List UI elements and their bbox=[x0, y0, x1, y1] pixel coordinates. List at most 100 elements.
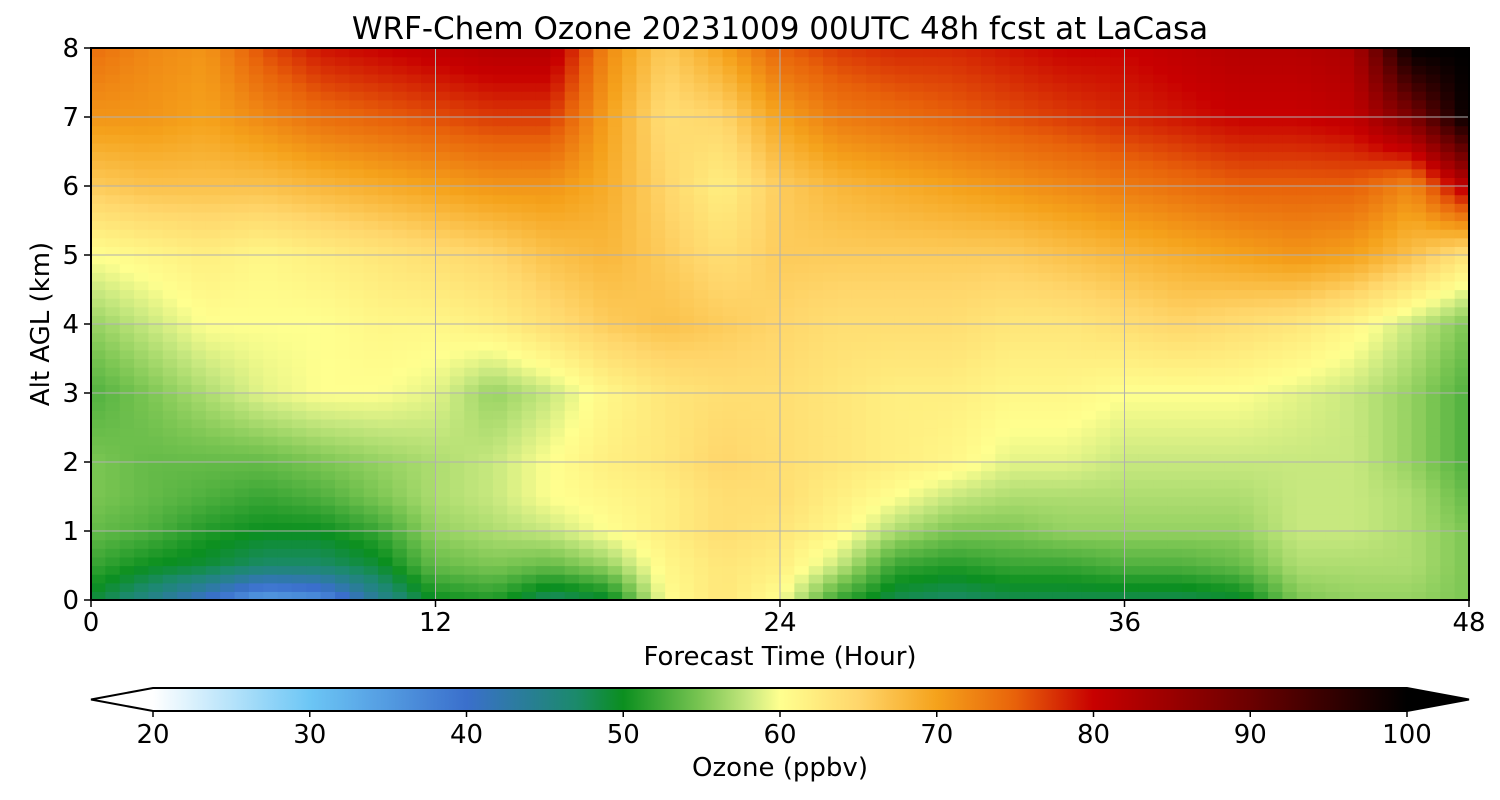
heatmap-cell bbox=[177, 263, 193, 273]
heatmap-cell bbox=[1052, 289, 1068, 299]
heatmap-cell bbox=[765, 470, 781, 480]
heatmap-cell bbox=[378, 246, 394, 256]
heatmap-cell bbox=[722, 229, 738, 239]
heatmap-cell bbox=[679, 272, 695, 282]
heatmap-cell bbox=[636, 487, 652, 498]
heatmap-cell bbox=[363, 470, 379, 480]
heatmap-cell bbox=[1181, 246, 1197, 256]
heatmap-cell bbox=[1311, 462, 1327, 472]
heatmap-cell bbox=[1095, 315, 1111, 325]
heatmap-cell bbox=[837, 367, 853, 377]
heatmap-cell bbox=[736, 375, 752, 385]
heatmap-cell bbox=[1067, 444, 1083, 454]
heatmap-cell bbox=[406, 436, 422, 446]
heatmap-cell bbox=[1354, 522, 1370, 532]
heatmap-cell bbox=[1397, 479, 1413, 489]
heatmap-cell bbox=[363, 401, 379, 411]
heatmap-cell bbox=[1311, 255, 1327, 265]
heatmap-cell bbox=[1110, 591, 1126, 600]
heatmap-cell bbox=[1253, 194, 1269, 204]
heatmap-cell bbox=[966, 479, 982, 489]
heatmap-cell bbox=[421, 410, 437, 420]
heatmap-cell bbox=[1138, 565, 1154, 575]
heatmap-cell bbox=[751, 246, 767, 256]
heatmap-cell bbox=[636, 436, 652, 446]
heatmap-cell bbox=[607, 349, 623, 360]
heatmap-cell bbox=[650, 401, 666, 411]
heatmap-cell bbox=[119, 229, 135, 239]
heatmap-cell bbox=[693, 565, 709, 575]
heatmap-cell bbox=[1167, 505, 1183, 515]
heatmap-cell bbox=[1196, 324, 1212, 334]
heatmap-cell bbox=[1095, 160, 1111, 170]
heatmap-cell bbox=[952, 306, 968, 316]
heatmap-cell bbox=[1425, 341, 1441, 351]
heatmap-cell bbox=[1138, 453, 1154, 463]
heatmap-cell bbox=[378, 194, 394, 204]
heatmap-cell bbox=[177, 280, 193, 291]
heatmap-cell bbox=[622, 203, 638, 213]
heatmap-cell bbox=[679, 358, 695, 368]
heatmap-cell bbox=[1196, 410, 1212, 420]
heatmap-cell bbox=[134, 203, 150, 213]
heatmap-cell bbox=[679, 393, 695, 403]
heatmap-cell bbox=[191, 151, 207, 161]
heatmap-cell bbox=[1181, 306, 1197, 316]
heatmap-cell bbox=[1311, 393, 1327, 403]
heatmap-cell bbox=[1052, 548, 1068, 558]
heatmap-cell bbox=[937, 358, 953, 368]
heatmap-cell bbox=[1382, 168, 1398, 178]
heatmap-cell bbox=[421, 315, 437, 325]
heatmap-cell bbox=[708, 151, 724, 161]
heatmap-cell bbox=[205, 496, 221, 506]
heatmap-cell bbox=[220, 513, 236, 523]
heatmap-cell bbox=[1081, 332, 1097, 342]
heatmap-cell bbox=[1067, 298, 1083, 308]
heatmap-cell bbox=[622, 436, 638, 446]
heatmap-cell bbox=[1110, 393, 1126, 403]
heatmap-cell bbox=[693, 522, 709, 532]
heatmap-cell bbox=[780, 548, 795, 558]
heatmap-cell bbox=[119, 479, 135, 489]
heatmap-cell bbox=[105, 194, 121, 204]
heatmap-cell bbox=[722, 194, 738, 204]
heatmap-cell bbox=[521, 177, 537, 187]
heatmap-cell bbox=[177, 194, 193, 204]
heatmap-cell bbox=[162, 367, 178, 377]
heatmap-cell bbox=[622, 168, 638, 178]
heatmap-cell bbox=[1382, 548, 1398, 558]
heatmap-cell bbox=[148, 531, 164, 541]
heatmap-cell bbox=[1253, 203, 1269, 213]
heatmap-cell bbox=[1052, 211, 1068, 222]
heatmap-cell bbox=[1124, 255, 1140, 265]
heatmap-cell bbox=[1239, 487, 1255, 498]
heatmap-cell bbox=[1397, 436, 1413, 446]
heatmap-cell bbox=[1425, 591, 1441, 600]
heatmap-cell bbox=[751, 444, 767, 454]
heatmap-cell bbox=[263, 168, 279, 178]
heatmap-cell bbox=[320, 462, 336, 472]
heatmap-cell bbox=[837, 237, 853, 247]
heatmap-cell bbox=[1181, 487, 1197, 498]
heatmap-cell bbox=[722, 513, 738, 523]
heatmap-cell bbox=[837, 203, 853, 213]
heatmap-cell bbox=[535, 462, 551, 472]
heatmap-cell bbox=[622, 427, 638, 437]
heatmap-cell bbox=[607, 298, 623, 308]
heatmap-cell bbox=[693, 496, 709, 506]
heatmap-cell bbox=[535, 151, 551, 161]
heatmap-cell bbox=[1038, 246, 1054, 256]
heatmap-cell bbox=[1052, 470, 1068, 480]
heatmap-cell bbox=[894, 237, 910, 247]
heatmap-cell bbox=[1311, 220, 1327, 230]
heatmap-cell bbox=[909, 237, 925, 247]
heatmap-cell bbox=[1081, 384, 1097, 394]
heatmap-cell bbox=[464, 436, 480, 446]
heatmap-cell bbox=[894, 418, 910, 429]
heatmap-cell bbox=[306, 531, 322, 541]
heatmap-cell bbox=[291, 384, 307, 394]
heatmap-cell bbox=[134, 556, 150, 567]
heatmap-cell bbox=[1339, 229, 1355, 239]
heatmap-cell bbox=[708, 393, 724, 403]
heatmap-cell bbox=[1440, 151, 1456, 161]
